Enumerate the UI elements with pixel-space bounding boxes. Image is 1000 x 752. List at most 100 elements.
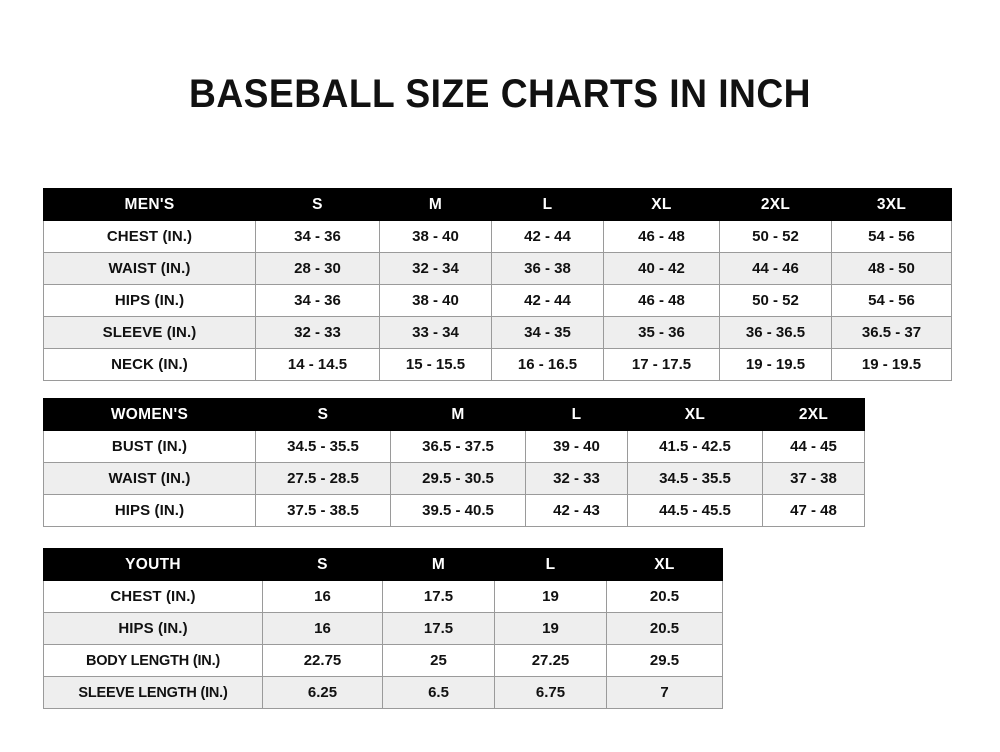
page-title: BASEBALL SIZE CHARTS IN INCH bbox=[188, 72, 812, 116]
cell-m: 6.5 bbox=[382, 676, 495, 709]
cell-xl: 35 - 36 bbox=[603, 316, 720, 349]
mens-table-header: MEN'S S M L XL 2XL 3XL bbox=[43, 188, 952, 221]
cell-xl: 17 - 17.5 bbox=[603, 348, 720, 381]
cell-m: 15 - 15.5 bbox=[379, 348, 492, 381]
row-label: HIPS (IN.) bbox=[43, 612, 263, 645]
column-header-xl: XL bbox=[603, 188, 720, 221]
cell-s: 27.5 - 28.5 bbox=[255, 462, 391, 495]
table-row: HIPS (IN.) 34 - 36 38 - 40 42 - 44 46 - … bbox=[43, 284, 952, 317]
column-header-category: YOUTH bbox=[43, 548, 263, 581]
womens-table-header: WOMEN'S S M L XL 2XL bbox=[43, 398, 865, 431]
cell-l: 42 - 44 bbox=[491, 284, 604, 317]
row-label: BUST (IN.) bbox=[43, 430, 256, 463]
womens-size-table: WOMEN'S S M L XL 2XL BUST (IN.) 34.5 - 3… bbox=[43, 398, 865, 527]
cell-s: 14 - 14.5 bbox=[255, 348, 380, 381]
cell-l: 42 - 44 bbox=[491, 220, 604, 253]
row-label: SLEEVE LENGTH (IN.) bbox=[43, 676, 263, 709]
cell-xl: 41.5 - 42.5 bbox=[627, 430, 763, 463]
cell-xl: 46 - 48 bbox=[603, 284, 720, 317]
cell-2xl: 44 - 46 bbox=[719, 252, 832, 285]
column-header-l: L bbox=[525, 398, 628, 431]
youth-table-body: CHEST (IN.) 16 17.5 19 20.5 HIPS (IN.) 1… bbox=[43, 580, 723, 709]
cell-xl: 7 bbox=[606, 676, 723, 709]
column-header-xl: XL bbox=[627, 398, 763, 431]
table-row: BUST (IN.) 34.5 - 35.5 36.5 - 37.5 39 - … bbox=[43, 430, 865, 463]
cell-xl: 46 - 48 bbox=[603, 220, 720, 253]
cell-l: 34 - 35 bbox=[491, 316, 604, 349]
cell-xl: 20.5 bbox=[606, 580, 723, 613]
cell-l: 19 bbox=[494, 580, 607, 613]
cell-3xl: 36.5 - 37 bbox=[831, 316, 952, 349]
cell-s: 28 - 30 bbox=[255, 252, 380, 285]
header-row: MEN'S S M L XL 2XL 3XL bbox=[43, 188, 952, 221]
cell-xl: 40 - 42 bbox=[603, 252, 720, 285]
table-row: HIPS (IN.) 37.5 - 38.5 39.5 - 40.5 42 - … bbox=[43, 494, 865, 527]
cell-3xl: 19 - 19.5 bbox=[831, 348, 952, 381]
column-header-s: S bbox=[262, 548, 383, 581]
cell-3xl: 54 - 56 bbox=[831, 220, 952, 253]
row-label: WAIST (IN.) bbox=[43, 252, 256, 285]
column-header-category: WOMEN'S bbox=[43, 398, 256, 431]
mens-table-body: CHEST (IN.) 34 - 36 38 - 40 42 - 44 46 -… bbox=[43, 220, 952, 381]
table-row: SLEEVE (IN.) 32 - 33 33 - 34 34 - 35 35 … bbox=[43, 316, 952, 349]
row-label: HIPS (IN.) bbox=[43, 284, 256, 317]
cell-xl: 29.5 bbox=[606, 644, 723, 677]
cell-m: 32 - 34 bbox=[379, 252, 492, 285]
cell-m: 38 - 40 bbox=[379, 220, 492, 253]
cell-s: 37.5 - 38.5 bbox=[255, 494, 391, 527]
cell-xl: 20.5 bbox=[606, 612, 723, 645]
row-label: NECK (IN.) bbox=[43, 348, 256, 381]
youth-table-header: YOUTH S M L XL bbox=[43, 548, 723, 581]
row-label: BODY LENGTH (IN.) bbox=[43, 644, 263, 677]
cell-l: 19 bbox=[494, 612, 607, 645]
cell-3xl: 48 - 50 bbox=[831, 252, 952, 285]
cell-m: 39.5 - 40.5 bbox=[390, 494, 526, 527]
cell-l: 6.75 bbox=[494, 676, 607, 709]
cell-m: 25 bbox=[382, 644, 495, 677]
cell-s: 32 - 33 bbox=[255, 316, 380, 349]
cell-s: 22.75 bbox=[262, 644, 383, 677]
table-row: NECK (IN.) 14 - 14.5 15 - 15.5 16 - 16.5… bbox=[43, 348, 952, 381]
cell-xl: 34.5 - 35.5 bbox=[627, 462, 763, 495]
row-label: CHEST (IN.) bbox=[43, 580, 263, 613]
cell-l: 36 - 38 bbox=[491, 252, 604, 285]
table-row: HIPS (IN.) 16 17.5 19 20.5 bbox=[43, 612, 723, 645]
column-header-xl: XL bbox=[606, 548, 723, 581]
column-header-l: L bbox=[494, 548, 607, 581]
womens-table-body: BUST (IN.) 34.5 - 35.5 36.5 - 37.5 39 - … bbox=[43, 430, 865, 527]
mens-size-table: MEN'S S M L XL 2XL 3XL CHEST (IN.) 34 - … bbox=[43, 188, 952, 381]
cell-s: 16 bbox=[262, 580, 383, 613]
table-row: WAIST (IN.) 27.5 - 28.5 29.5 - 30.5 32 -… bbox=[43, 462, 865, 495]
cell-m: 29.5 - 30.5 bbox=[390, 462, 526, 495]
header-row: YOUTH S M L XL bbox=[43, 548, 723, 581]
column-header-m: M bbox=[382, 548, 495, 581]
table-row: CHEST (IN.) 16 17.5 19 20.5 bbox=[43, 580, 723, 613]
cell-m: 38 - 40 bbox=[379, 284, 492, 317]
cell-s: 34 - 36 bbox=[255, 220, 380, 253]
cell-2xl: 47 - 48 bbox=[762, 494, 865, 527]
row-label: CHEST (IN.) bbox=[43, 220, 256, 253]
table-row: CHEST (IN.) 34 - 36 38 - 40 42 - 44 46 -… bbox=[43, 220, 952, 253]
column-header-l: L bbox=[491, 188, 604, 221]
cell-m: 36.5 - 37.5 bbox=[390, 430, 526, 463]
cell-l: 27.25 bbox=[494, 644, 607, 677]
column-header-3xl: 3XL bbox=[831, 188, 952, 221]
cell-2xl: 19 - 19.5 bbox=[719, 348, 832, 381]
header-row: WOMEN'S S M L XL 2XL bbox=[43, 398, 865, 431]
cell-2xl: 44 - 45 bbox=[762, 430, 865, 463]
youth-size-table: YOUTH S M L XL CHEST (IN.) 16 17.5 19 20… bbox=[43, 548, 723, 709]
cell-m: 17.5 bbox=[382, 612, 495, 645]
cell-2xl: 50 - 52 bbox=[719, 220, 832, 253]
column-header-m: M bbox=[379, 188, 492, 221]
cell-2xl: 37 - 38 bbox=[762, 462, 865, 495]
cell-2xl: 36 - 36.5 bbox=[719, 316, 832, 349]
table-row: BODY LENGTH (IN.) 22.75 25 27.25 29.5 bbox=[43, 644, 723, 677]
cell-s: 16 bbox=[262, 612, 383, 645]
table-row: SLEEVE LENGTH (IN.) 6.25 6.5 6.75 7 bbox=[43, 676, 723, 709]
cell-m: 33 - 34 bbox=[379, 316, 492, 349]
row-label: SLEEVE (IN.) bbox=[43, 316, 256, 349]
cell-m: 17.5 bbox=[382, 580, 495, 613]
column-header-m: M bbox=[390, 398, 526, 431]
table-row: WAIST (IN.) 28 - 30 32 - 34 36 - 38 40 -… bbox=[43, 252, 952, 285]
